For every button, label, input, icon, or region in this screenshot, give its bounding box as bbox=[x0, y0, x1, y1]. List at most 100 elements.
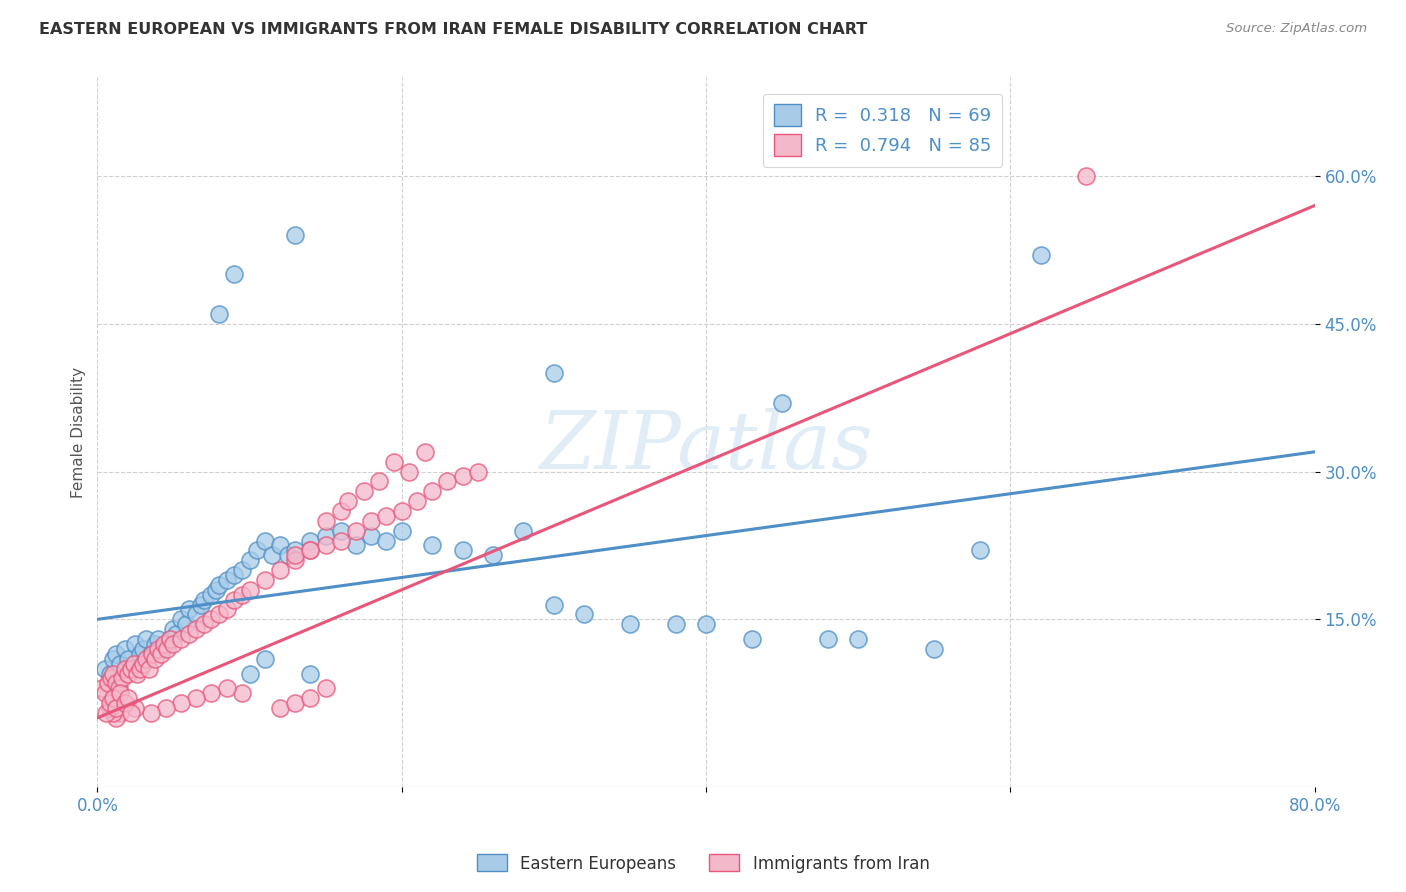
Point bbox=[451, 469, 474, 483]
Point bbox=[177, 627, 200, 641]
Point bbox=[141, 647, 163, 661]
Point bbox=[284, 696, 307, 710]
Point bbox=[619, 617, 641, 632]
Point bbox=[108, 657, 131, 671]
Point bbox=[269, 563, 291, 577]
Point bbox=[269, 538, 291, 552]
Point bbox=[253, 573, 276, 587]
Point bbox=[391, 524, 413, 538]
Point bbox=[104, 676, 127, 690]
Point bbox=[148, 632, 170, 646]
Point bbox=[329, 524, 352, 538]
Point bbox=[138, 662, 160, 676]
Point bbox=[156, 641, 179, 656]
Point bbox=[90, 681, 112, 696]
Point bbox=[98, 666, 121, 681]
Point bbox=[124, 701, 146, 715]
Point bbox=[170, 612, 193, 626]
Point bbox=[208, 578, 231, 592]
Point bbox=[200, 686, 222, 700]
Point bbox=[104, 647, 127, 661]
Point bbox=[360, 514, 382, 528]
Point bbox=[238, 553, 260, 567]
Point bbox=[186, 607, 208, 622]
Legend: R =  0.318   N = 69, R =  0.794   N = 85: R = 0.318 N = 69, R = 0.794 N = 85 bbox=[763, 94, 1002, 167]
Point bbox=[208, 307, 231, 321]
Point bbox=[284, 549, 307, 563]
Point bbox=[299, 691, 322, 706]
Point bbox=[96, 706, 118, 720]
Point bbox=[139, 706, 162, 720]
Point bbox=[143, 637, 166, 651]
Point bbox=[231, 588, 253, 602]
Point bbox=[98, 701, 121, 715]
Point bbox=[190, 598, 212, 612]
Point bbox=[153, 637, 176, 651]
Point bbox=[125, 666, 148, 681]
Point bbox=[391, 504, 413, 518]
Point bbox=[360, 528, 382, 542]
Point bbox=[224, 268, 246, 282]
Point bbox=[205, 582, 228, 597]
Point bbox=[150, 647, 173, 661]
Point bbox=[132, 641, 155, 656]
Point bbox=[143, 652, 166, 666]
Point bbox=[170, 632, 193, 646]
Point bbox=[420, 484, 443, 499]
Point bbox=[231, 686, 253, 700]
Point bbox=[543, 366, 565, 380]
Point bbox=[284, 228, 307, 243]
Point bbox=[543, 598, 565, 612]
Point bbox=[238, 582, 260, 597]
Point bbox=[186, 691, 208, 706]
Point bbox=[315, 538, 337, 552]
Point bbox=[101, 666, 124, 681]
Point bbox=[574, 607, 596, 622]
Point bbox=[344, 524, 367, 538]
Point bbox=[122, 657, 145, 671]
Point bbox=[215, 602, 238, 616]
Point bbox=[315, 528, 337, 542]
Point bbox=[174, 617, 197, 632]
Point bbox=[224, 592, 246, 607]
Point bbox=[406, 494, 429, 508]
Point bbox=[436, 475, 458, 489]
Point bbox=[101, 652, 124, 666]
Y-axis label: Female Disability: Female Disability bbox=[72, 367, 86, 498]
Point bbox=[353, 484, 375, 499]
Point bbox=[129, 662, 152, 676]
Point bbox=[924, 641, 946, 656]
Point bbox=[117, 652, 139, 666]
Point bbox=[277, 549, 299, 563]
Point bbox=[120, 662, 142, 676]
Point bbox=[969, 543, 991, 558]
Point bbox=[108, 706, 131, 720]
Point bbox=[482, 549, 505, 563]
Point bbox=[299, 533, 322, 548]
Point bbox=[215, 681, 238, 696]
Point bbox=[120, 706, 142, 720]
Point bbox=[114, 641, 136, 656]
Point bbox=[329, 504, 352, 518]
Text: EASTERN EUROPEAN VS IMMIGRANTS FROM IRAN FEMALE DISABILITY CORRELATION CHART: EASTERN EUROPEAN VS IMMIGRANTS FROM IRAN… bbox=[39, 22, 868, 37]
Point bbox=[262, 549, 284, 563]
Point bbox=[101, 706, 124, 720]
Point bbox=[97, 676, 120, 690]
Point bbox=[398, 465, 420, 479]
Point bbox=[94, 662, 117, 676]
Point bbox=[375, 508, 398, 523]
Point bbox=[162, 622, 184, 636]
Point bbox=[695, 617, 717, 632]
Point bbox=[315, 514, 337, 528]
Point bbox=[104, 701, 127, 715]
Point bbox=[98, 696, 121, 710]
Point bbox=[200, 612, 222, 626]
Point bbox=[166, 627, 188, 641]
Point bbox=[159, 632, 181, 646]
Point bbox=[148, 641, 170, 656]
Point bbox=[155, 701, 177, 715]
Point bbox=[129, 647, 152, 661]
Point bbox=[224, 568, 246, 582]
Point bbox=[665, 617, 688, 632]
Point bbox=[246, 543, 269, 558]
